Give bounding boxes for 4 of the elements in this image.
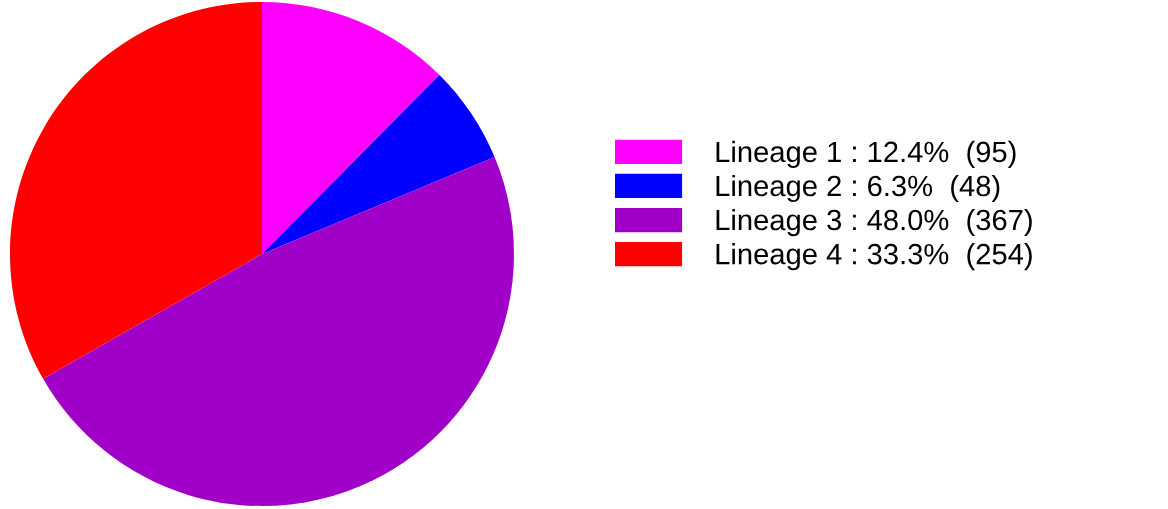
legend-label: Lineage 2 : 6.3% (48) bbox=[716, 174, 1000, 203]
legend-label: Lineage 3 : 48.0% (367) bbox=[716, 208, 1032, 237]
legend-label: Lineage 1 : 12.4% (95) bbox=[716, 140, 1016, 169]
legend-label: Lineage 4 : 33.3% (254) bbox=[716, 243, 1032, 271]
